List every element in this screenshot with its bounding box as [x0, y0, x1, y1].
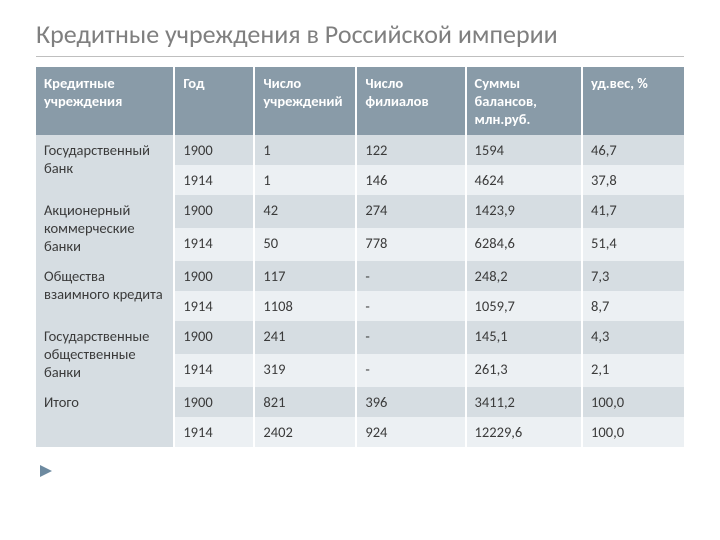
cell: 1914: [174, 165, 254, 195]
cell: -: [356, 261, 465, 291]
page-title: Кредитные учреждения в Российской импери…: [36, 20, 684, 57]
row-label: Итого: [36, 387, 174, 447]
cell: 261,3: [466, 354, 582, 387]
cell: 8,7: [582, 291, 684, 321]
cell: 41,7: [582, 195, 684, 228]
cell: 274: [356, 195, 465, 228]
cell: 1900: [174, 387, 254, 417]
cell: -: [356, 321, 465, 354]
cell: 145,1: [466, 321, 582, 354]
cell: 7,3: [582, 261, 684, 291]
play-marker-icon: [38, 463, 684, 479]
cell: 1108: [254, 291, 356, 321]
cell: 6284,6: [466, 228, 582, 261]
cell: 37,8: [582, 165, 684, 195]
cell: 4,3: [582, 321, 684, 354]
table-row: Государственный банк 1900 1 122 1594 46,…: [36, 135, 684, 165]
table-row: Акционерный коммерческие банки 1900 42 2…: [36, 195, 684, 228]
cell: 241: [254, 321, 356, 354]
cell: 1914: [174, 291, 254, 321]
cell: 3411,2: [466, 387, 582, 417]
cell: 319: [254, 354, 356, 387]
cell: 1900: [174, 135, 254, 165]
row-label: Акционерный коммерческие банки: [36, 195, 174, 261]
row-label: Государственные общественные банки: [36, 321, 174, 387]
cell: 2402: [254, 417, 356, 447]
col-header: Суммы балансов, млн.руб.: [466, 67, 582, 135]
cell: 1914: [174, 228, 254, 261]
col-header: Кредитные учреждения: [36, 67, 174, 135]
cell: -: [356, 291, 465, 321]
col-header: Число филиалов: [356, 67, 465, 135]
cell: 12229,6: [466, 417, 582, 447]
cell: 2,1: [582, 354, 684, 387]
cell: 42: [254, 195, 356, 228]
cell: 146: [356, 165, 465, 195]
cell: 1594: [466, 135, 582, 165]
row-label: Общества взаимного кредита: [36, 261, 174, 321]
cell: 4624: [466, 165, 582, 195]
table-header-row: Кредитные учреждения Год Число учреждени…: [36, 67, 684, 135]
cell: 1: [254, 165, 356, 195]
col-header: уд.вес, %: [582, 67, 684, 135]
table-row: Итого 1900 821 396 3411,2 100,0: [36, 387, 684, 417]
cell: 50: [254, 228, 356, 261]
cell: 117: [254, 261, 356, 291]
cell: 51,4: [582, 228, 684, 261]
cell: 100,0: [582, 417, 684, 447]
cell: -: [356, 354, 465, 387]
cell: 1900: [174, 321, 254, 354]
row-label: Государственный банк: [36, 135, 174, 195]
col-header: Год: [174, 67, 254, 135]
cell: 1423,9: [466, 195, 582, 228]
cell: 821: [254, 387, 356, 417]
cell: 46,7: [582, 135, 684, 165]
cell: 924: [356, 417, 465, 447]
cell: 1900: [174, 261, 254, 291]
cell: 396: [356, 387, 465, 417]
cell: 778: [356, 228, 465, 261]
table-row: Общества взаимного кредита 1900 117 - 24…: [36, 261, 684, 291]
cell: 1914: [174, 354, 254, 387]
credit-institutions-table: Кредитные учреждения Год Число учреждени…: [36, 67, 684, 447]
cell: 1900: [174, 195, 254, 228]
cell: 1914: [174, 417, 254, 447]
table-row: Государственные общественные банки 1900 …: [36, 321, 684, 354]
col-header: Число учреждений: [254, 67, 356, 135]
cell: 248,2: [466, 261, 582, 291]
cell: 100,0: [582, 387, 684, 417]
cell: 122: [356, 135, 465, 165]
cell: 1059,7: [466, 291, 582, 321]
cell: 1: [254, 135, 356, 165]
